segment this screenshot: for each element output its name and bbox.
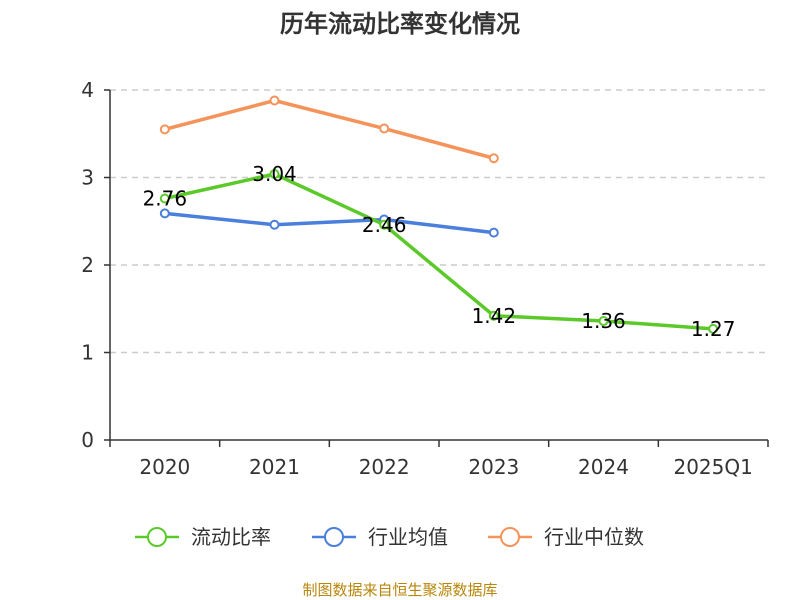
chart-title: 历年流动比率变化情况 xyxy=(280,10,520,38)
legend-item[interactable]: 行业均值 xyxy=(312,525,448,549)
legend-marker-icon xyxy=(147,527,167,547)
y-tick-label: 1 xyxy=(81,341,94,365)
axes: 0 1 2 3 4 2020 2021 2022 2023 2024 2025Q1 xyxy=(81,78,769,479)
series-layer xyxy=(159,95,719,334)
source-note: 制图数据来自恒生聚源数据库 xyxy=(302,581,497,599)
data-point xyxy=(269,95,280,106)
data-point xyxy=(488,310,499,321)
data-point xyxy=(269,169,280,179)
y-tick-label: 3 xyxy=(81,166,94,190)
data-point xyxy=(159,208,170,219)
x-tick-label: 2023 xyxy=(468,455,519,479)
grid-lines xyxy=(110,89,768,354)
data-label: 1.27 xyxy=(691,317,736,341)
legend-item[interactable]: 行业中位数 xyxy=(488,525,644,549)
data-label: 2.46 xyxy=(362,213,407,237)
data-point xyxy=(598,316,609,326)
legend-marker-icon xyxy=(500,527,520,547)
series-line xyxy=(164,98,495,160)
data-label: 2.76 xyxy=(143,187,188,211)
y-tick-label: 0 xyxy=(81,428,94,452)
x-tick-label: 2022 xyxy=(359,455,410,479)
legend-marker-icon xyxy=(324,527,344,547)
x-tick-label: 2021 xyxy=(249,455,300,479)
legend-label: 行业中位数 xyxy=(544,525,644,549)
x-tick-label: 2020 xyxy=(139,455,190,479)
data-label: 1.36 xyxy=(581,309,626,333)
legend[interactable]: 流动比率 行业均值 行业中位数 xyxy=(135,525,644,549)
series-line xyxy=(164,211,495,235)
legend-label: 行业均值 xyxy=(368,525,448,549)
data-labels: 2.76 3.04 2.46 1.42 1.36 1.27 xyxy=(143,162,736,341)
data-label: 1.42 xyxy=(472,304,517,328)
data-point xyxy=(159,193,170,204)
series-line xyxy=(164,172,714,331)
data-point xyxy=(379,219,390,230)
data-point xyxy=(379,123,390,134)
x-tick-label: 2025Q1 xyxy=(673,455,752,479)
y-tick-label: 2 xyxy=(81,253,94,277)
data-point xyxy=(159,124,170,135)
x-tick-label: 2024 xyxy=(578,455,629,479)
data-label: 3.04 xyxy=(252,162,297,186)
data-point xyxy=(488,153,499,164)
data-point xyxy=(269,219,280,230)
legend-label: 流动比率 xyxy=(191,525,271,549)
data-point xyxy=(488,227,499,238)
y-tick-label: 4 xyxy=(81,78,94,102)
legend-item[interactable]: 流动比率 xyxy=(135,525,271,549)
data-point xyxy=(708,323,719,334)
